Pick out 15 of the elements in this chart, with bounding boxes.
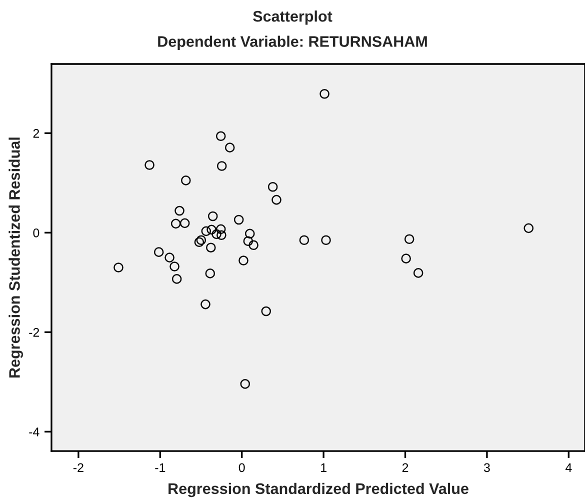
x-tick-label: 2	[402, 463, 408, 472]
x-tick-label: 4	[565, 463, 572, 472]
x-tick-label: 0	[238, 463, 245, 472]
y-tick-label: -2	[29, 328, 40, 337]
x-tick-label: 1	[321, 463, 326, 472]
chart-title: Scatterplot	[253, 10, 332, 25]
x-tick-label: -1	[155, 463, 166, 472]
y-tick-label: -4	[29, 428, 40, 436]
x-tick-label: 3	[484, 463, 490, 472]
y-axis-title: Regression Studentized Residual	[8, 138, 24, 378]
chart-subtitle: Dependent Variable: RETURNSAHAM	[158, 36, 427, 50]
x-axis-title: Regression Standardized Predicted Value	[168, 482, 468, 498]
y-tick-label: 2	[33, 128, 40, 138]
y-tick-label: 0	[33, 228, 40, 238]
x-tick-label: -2	[73, 463, 84, 472]
